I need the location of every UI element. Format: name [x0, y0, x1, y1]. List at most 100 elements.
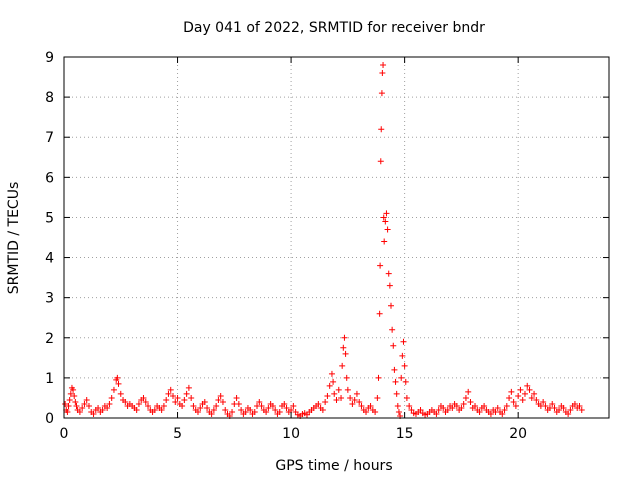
data-point — [551, 404, 558, 411]
data-point — [160, 402, 167, 409]
data-point — [281, 400, 288, 407]
data-point — [163, 396, 170, 403]
data-point — [467, 398, 474, 405]
data-point — [114, 374, 121, 381]
y-tick-label: 9 — [45, 50, 54, 66]
data-point — [62, 400, 69, 407]
grid — [64, 57, 609, 418]
y-tick-label: 5 — [45, 210, 54, 226]
data-point — [380, 214, 387, 221]
data-point — [501, 406, 508, 413]
data-point — [194, 408, 201, 415]
data-point — [398, 374, 405, 381]
data-point — [117, 390, 124, 397]
data-point — [560, 404, 567, 411]
data-point — [276, 408, 283, 415]
data-point — [71, 392, 78, 399]
data-point — [435, 406, 442, 413]
data-point — [179, 402, 186, 409]
data-point — [256, 398, 263, 405]
data-point — [204, 404, 211, 411]
data-point — [115, 380, 122, 387]
data-point — [185, 384, 192, 391]
data-point — [481, 402, 488, 409]
data-point — [528, 394, 535, 401]
data-point — [215, 396, 222, 403]
data-point — [339, 362, 346, 369]
data-point — [386, 282, 393, 289]
data-point — [324, 392, 331, 399]
data-point — [210, 406, 217, 413]
x-tick-label: 10 — [282, 426, 300, 442]
data-point — [347, 394, 354, 401]
data-point — [506, 394, 513, 401]
data-point — [379, 70, 386, 77]
data-point — [453, 402, 460, 409]
data-point — [328, 370, 335, 377]
data-point — [375, 374, 382, 381]
data-point — [440, 404, 447, 411]
data-point — [288, 406, 295, 413]
chart-title: Day 041 of 2022, SRMTID for receiver bnd… — [183, 20, 485, 36]
data-point — [110, 386, 117, 393]
data-point — [341, 334, 348, 341]
data-point — [145, 402, 152, 409]
data-point — [394, 402, 401, 409]
data-point — [372, 408, 379, 415]
data-point — [374, 394, 381, 401]
data-point — [476, 408, 483, 415]
data-point — [338, 394, 345, 401]
x-axis-label: GPS time / hours — [275, 458, 392, 474]
data-point — [510, 398, 517, 405]
data-point — [85, 402, 92, 409]
data-point — [406, 402, 413, 409]
data-point — [201, 398, 208, 405]
data-point — [383, 210, 390, 217]
data-point — [388, 302, 394, 309]
y-tick-label: 3 — [45, 291, 54, 307]
data-point — [181, 396, 188, 403]
data-point — [512, 402, 519, 409]
data-point — [151, 406, 158, 413]
data-point — [526, 386, 533, 393]
data-point — [326, 382, 333, 389]
data-point — [73, 402, 80, 409]
data-point — [472, 402, 479, 409]
data-point — [503, 402, 510, 409]
data-point — [382, 218, 389, 225]
data-point — [358, 402, 365, 409]
data-point — [283, 404, 290, 411]
data-point — [104, 404, 111, 411]
data-point — [519, 396, 526, 403]
data-point — [402, 378, 409, 385]
data-point — [408, 406, 415, 413]
data-point — [542, 402, 549, 409]
plot-frame — [63, 56, 610, 419]
data-point — [142, 398, 149, 405]
data-point — [208, 410, 215, 417]
data-point — [508, 388, 515, 395]
data-point — [190, 402, 197, 409]
data-point — [65, 402, 72, 409]
data-point — [531, 390, 538, 397]
y-tick-label: 7 — [45, 130, 54, 146]
data-point — [378, 126, 385, 133]
data-point — [79, 404, 86, 411]
data-point — [517, 386, 524, 393]
data-point — [170, 392, 176, 399]
data-point — [290, 402, 297, 409]
y-tick-label: 2 — [45, 331, 54, 347]
data-point — [351, 396, 358, 403]
data-point — [533, 396, 540, 403]
data-point — [433, 410, 440, 417]
data-point — [165, 390, 172, 397]
data-points — [62, 62, 585, 419]
data-point — [540, 398, 547, 405]
data-point — [213, 402, 220, 409]
data-point — [494, 404, 501, 411]
data-point — [524, 382, 531, 389]
data-point — [333, 396, 340, 403]
data-point — [571, 400, 578, 407]
data-point — [578, 406, 585, 413]
